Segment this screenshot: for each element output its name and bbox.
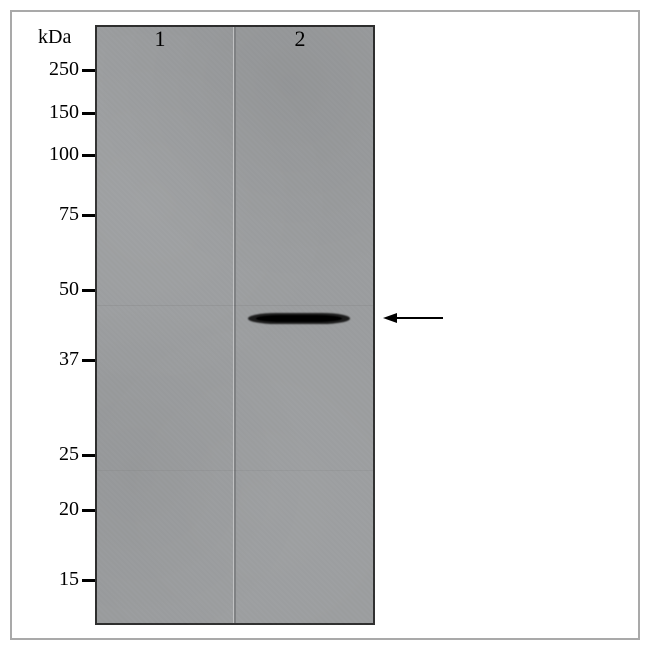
unit-label: kDa bbox=[38, 26, 71, 49]
mw-label-20: 20 bbox=[59, 498, 79, 521]
mw-tick-15 bbox=[82, 579, 95, 582]
indicator-arrow-shaft bbox=[395, 317, 443, 320]
mw-tick-75 bbox=[82, 214, 95, 217]
lane-label-2: 2 bbox=[290, 26, 310, 52]
mw-label-75: 75 bbox=[59, 203, 79, 226]
mw-label-100: 100 bbox=[49, 143, 79, 166]
mw-label-25: 25 bbox=[59, 443, 79, 466]
mw-tick-20 bbox=[82, 509, 95, 512]
indicator-arrow-head bbox=[383, 313, 397, 323]
mw-label-250: 250 bbox=[49, 58, 79, 81]
mw-tick-50 bbox=[82, 289, 95, 292]
mw-label-15: 15 bbox=[59, 568, 79, 591]
mw-tick-100 bbox=[82, 154, 95, 157]
mw-label-150: 150 bbox=[49, 101, 79, 124]
mw-tick-25 bbox=[82, 454, 95, 457]
mw-label-37: 37 bbox=[59, 348, 79, 371]
mw-tick-250 bbox=[82, 69, 95, 72]
mw-tick-37 bbox=[82, 359, 95, 362]
mw-label-50: 50 bbox=[59, 278, 79, 301]
lane-label-1: 1 bbox=[150, 26, 170, 52]
mw-tick-150 bbox=[82, 112, 95, 115]
